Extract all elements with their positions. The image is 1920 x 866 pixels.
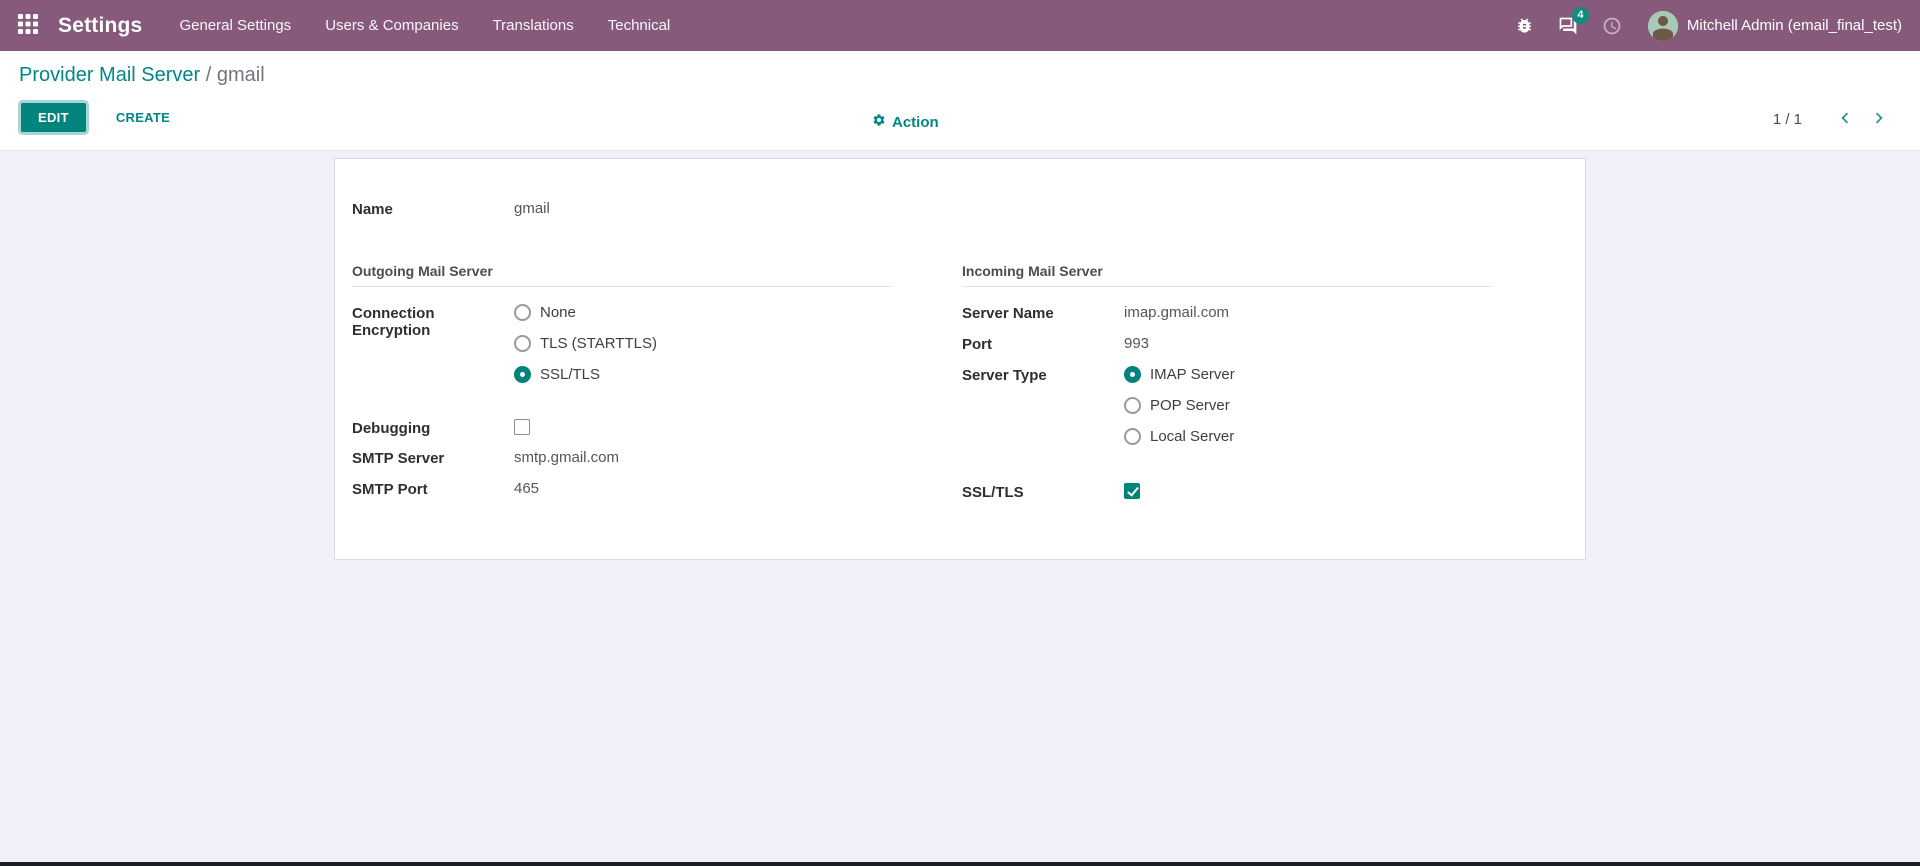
field-connection-encryption: Connection Encryption None TLS (STARTTLS… (352, 304, 893, 397)
field-server-name: Server Name imap.gmail.com (962, 304, 1493, 322)
activities-button[interactable] (1590, 0, 1634, 51)
chevron-right-icon (1868, 107, 1890, 132)
menu-users-companies[interactable]: Users & Companies (325, 17, 459, 34)
server-type-options: IMAP Server POP Server Local Server (1124, 366, 1235, 459)
form-columns: Outgoing Mail Server Connection Encrypti… (352, 263, 1493, 513)
debugging-checkbox[interactable] (514, 419, 530, 435)
radio-option-local-server: Local Server (1124, 428, 1235, 445)
server-type-label: Server Type (962, 367, 1047, 384)
radio-none[interactable] (514, 304, 531, 321)
debugging-label: Debugging (352, 420, 431, 437)
control-panel-buttons: EDIT CREATE (18, 102, 1902, 133)
mail-server-form: Name gmail Outgoing Mail Server Connecti… (334, 158, 1586, 560)
apps-menu-button[interactable] (0, 0, 50, 51)
radio-option-ssl-tls: SSL/TLS (514, 366, 657, 383)
create-button[interactable]: CREATE (110, 109, 176, 126)
radio-ssl-tls[interactable] (514, 366, 531, 383)
outgoing-section-title: Outgoing Mail Server (352, 263, 893, 287)
chevron-left-icon (1834, 107, 1856, 132)
radio-imap-server-label: IMAP Server (1150, 366, 1235, 383)
port-label: Port (962, 336, 992, 353)
top-navbar: Settings General Settings Users & Compan… (0, 0, 1920, 51)
user-name: Mitchell Admin (email_final_test) (1686, 17, 1902, 34)
app-title[interactable]: Settings (58, 13, 143, 37)
incoming-section-title: Incoming Mail Server (962, 263, 1493, 287)
field-debugging: Debugging (352, 419, 893, 437)
pager-count: 1 / 1 (1772, 111, 1802, 128)
smtp-port-label: SMTP Port (352, 481, 428, 498)
pager: 1 / 1 (1773, 105, 1896, 134)
radio-pop-server-label: POP Server (1150, 397, 1230, 414)
apps-grid-icon (18, 14, 38, 37)
field-server-type: Server Type IMAP Server POP Server Lo (962, 366, 1493, 459)
connection-encryption-label: Connection Encryption (352, 305, 435, 339)
smtp-port-value: 465 (514, 480, 540, 497)
field-smtp-port: SMTP Port 465 (352, 480, 893, 498)
radio-pop-server[interactable] (1124, 397, 1141, 414)
field-name: Name gmail (352, 200, 1493, 218)
main-content: Name gmail Outgoing Mail Server Connecti… (0, 151, 1920, 862)
action-menu-button[interactable]: Action (866, 112, 945, 132)
smtp-server-value: smtp.gmail.com (514, 449, 620, 466)
user-menu[interactable]: Mitchell Admin (email_final_test) (1634, 0, 1906, 51)
control-panel: Provider Mail Server / gmail EDIT CREATE… (0, 51, 1920, 151)
incoming-ssl-label: SSL/TLS (962, 484, 1024, 501)
radio-local-server-label: Local Server (1150, 428, 1235, 445)
port-value: 993 (1124, 335, 1150, 352)
incoming-mail-server-section: Incoming Mail Server Server Name imap.gm… (962, 263, 1493, 513)
user-avatar (1647, 10, 1678, 41)
topbar-right-section: 4 Mitchell Admin (email_final_test) (1503, 0, 1906, 51)
gear-icon (872, 113, 886, 131)
top-menu: General Settings Users & Companies Trans… (162, 0, 687, 51)
radio-option-none: None (514, 304, 657, 321)
menu-technical[interactable]: Technical (607, 17, 671, 34)
breadcrumb-current: gmail (216, 64, 265, 86)
outgoing-mail-server-section: Outgoing Mail Server Connection Encrypti… (352, 263, 893, 513)
incoming-ssl-checkbox[interactable] (1124, 483, 1140, 499)
pager-next-button[interactable] (1862, 105, 1896, 134)
breadcrumb-parent-link[interactable]: Provider Mail Server (19, 64, 201, 86)
radio-imap-server[interactable] (1124, 366, 1141, 383)
radio-ssl-tls-label: SSL/TLS (540, 366, 601, 383)
breadcrumb: Provider Mail Server / gmail (19, 64, 1902, 87)
clock-icon (1602, 16, 1622, 36)
breadcrumb-separator: / (205, 64, 212, 86)
radio-tls-starttls[interactable] (514, 335, 531, 352)
field-port: Port 993 (962, 335, 1493, 353)
radio-option-imap-server: IMAP Server (1124, 366, 1235, 383)
server-name-label: Server Name (962, 305, 1054, 322)
radio-tls-starttls-label: TLS (STARTTLS) (540, 335, 657, 352)
radio-local-server[interactable] (1124, 428, 1141, 445)
name-value: gmail (514, 200, 550, 217)
bug-icon (1515, 16, 1534, 35)
messages-count-badge: 4 (1571, 7, 1589, 24)
bottom-edge-strip (0, 862, 1920, 866)
name-label: Name (352, 201, 393, 218)
server-name-value: imap.gmail.com (1124, 304, 1230, 321)
radio-none-label: None (540, 304, 576, 321)
menu-general-settings[interactable]: General Settings (179, 17, 292, 34)
edit-button[interactable]: EDIT (21, 103, 86, 132)
radio-option-pop-server: POP Server (1124, 397, 1235, 414)
messages-button[interactable]: 4 (1546, 0, 1590, 51)
menu-translations[interactable]: Translations (492, 17, 574, 34)
chat-bubbles-icon (1558, 16, 1578, 36)
field-smtp-server: SMTP Server smtp.gmail.com (352, 449, 893, 467)
debug-button[interactable] (1503, 0, 1546, 51)
connection-encryption-options: None TLS (STARTTLS) SSL/TLS (514, 304, 657, 397)
field-incoming-ssl: SSL/TLS (962, 483, 1493, 501)
radio-option-tls-starttls: TLS (STARTTLS) (514, 335, 657, 352)
action-label: Action (892, 113, 939, 131)
smtp-server-label: SMTP Server (352, 450, 445, 467)
pager-previous-button[interactable] (1828, 105, 1862, 134)
